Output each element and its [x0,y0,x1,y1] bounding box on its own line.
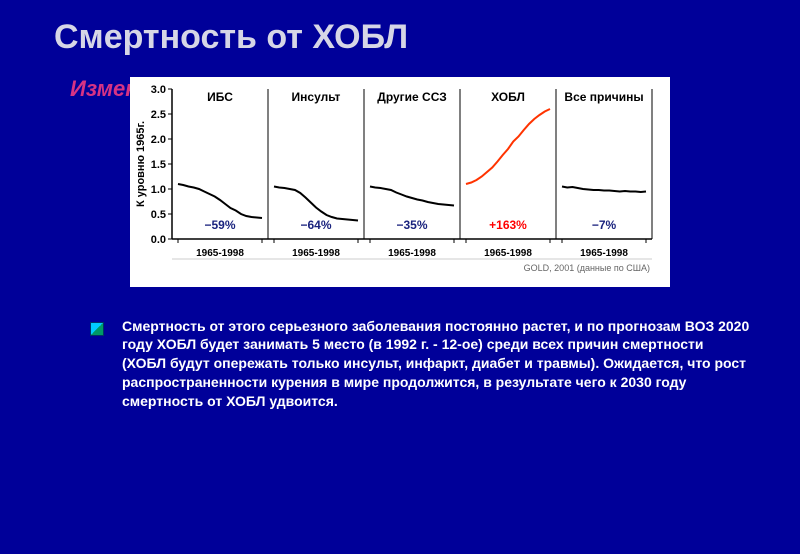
svg-text:1965-1998: 1965-1998 [484,248,532,259]
slide-title: Смертность от ХОБЛ [54,18,750,57]
svg-text:Инсульт: Инсульт [292,90,341,104]
svg-text:+163%: +163% [489,218,527,232]
svg-text:0.0: 0.0 [151,234,166,246]
svg-text:1965-1998: 1965-1998 [580,248,628,259]
svg-text:GOLD, 2001 (данные по США): GOLD, 2001 (данные по США) [524,263,650,273]
svg-text:К уровню 1965г.: К уровню 1965г. [135,120,147,206]
svg-text:Другие ССЗ: Другие ССЗ [377,90,446,104]
svg-text:ХОБЛ: ХОБЛ [491,90,525,104]
svg-text:−35%: −35% [396,218,427,232]
svg-text:1.5: 1.5 [151,159,166,171]
svg-text:3.0: 3.0 [151,84,166,96]
bullet-icon [90,322,104,336]
svg-text:1965-1998: 1965-1998 [292,248,340,259]
svg-text:2.0: 2.0 [151,134,166,146]
svg-text:1.0: 1.0 [151,184,166,196]
svg-text:2.5: 2.5 [151,109,166,121]
svg-text:1965-1998: 1965-1998 [388,248,436,259]
svg-text:Все причины: Все причины [564,90,643,104]
svg-text:−64%: −64% [300,218,331,232]
svg-text:−7%: −7% [592,218,617,232]
svg-text:1965-1998: 1965-1998 [196,248,244,259]
svg-text:0.5: 0.5 [151,209,166,221]
svg-text:−59%: −59% [204,218,235,232]
mortality-chart: К уровню 1965г. 0.0 0.5 1.0 1.5 2.0 2.5 3.0 ИБС −… [130,77,670,287]
svg-text:ИБС: ИБС [207,90,233,104]
body-paragraph: Смертность от этого серьезного заболеван… [122,317,750,411]
